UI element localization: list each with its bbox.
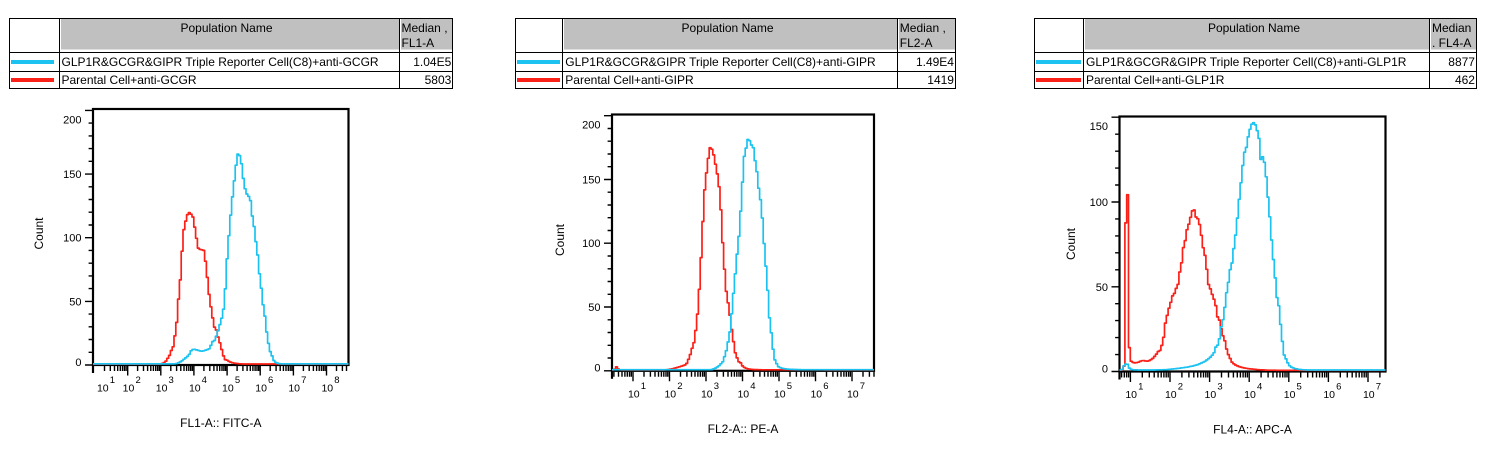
- svg-text:50: 50: [588, 302, 600, 314]
- svg-text:0: 0: [594, 363, 600, 375]
- svg-text:10: 10: [628, 388, 640, 400]
- svg-text:1: 1: [641, 381, 646, 392]
- svg-text:100: 100: [63, 233, 81, 245]
- svg-text:10: 10: [255, 383, 267, 395]
- svg-text:10: 10: [737, 388, 749, 400]
- svg-text:1: 1: [1138, 382, 1143, 393]
- svg-text:10: 10: [701, 388, 713, 400]
- svg-text:0: 0: [1102, 363, 1108, 375]
- svg-text:Count: Count: [1064, 227, 1078, 260]
- svg-text:4: 4: [1257, 382, 1262, 393]
- svg-text:6: 6: [1336, 382, 1341, 393]
- svg-text:10: 10: [1165, 389, 1177, 401]
- svg-text:10: 10: [321, 383, 333, 395]
- svg-text:2: 2: [1178, 382, 1183, 393]
- svg-text:8: 8: [334, 375, 339, 386]
- svg-text:Count: Count: [553, 223, 567, 256]
- svg-text:100: 100: [582, 238, 600, 250]
- svg-text:10: 10: [1363, 389, 1375, 401]
- svg-text:10: 10: [1205, 389, 1217, 401]
- svg-text:FL4-A:: APC-A: FL4-A:: APC-A: [1213, 423, 1292, 437]
- svg-text:10: 10: [847, 388, 859, 400]
- svg-text:7: 7: [1376, 382, 1381, 393]
- svg-text:50: 50: [1096, 282, 1108, 294]
- svg-text:6: 6: [823, 381, 828, 392]
- svg-text:10: 10: [1125, 389, 1137, 401]
- svg-text:10: 10: [189, 383, 201, 395]
- svg-text:4: 4: [750, 381, 755, 392]
- svg-text:FL1-A:: FITC-A: FL1-A:: FITC-A: [180, 416, 261, 430]
- svg-text:2: 2: [677, 381, 682, 392]
- svg-text:150: 150: [63, 169, 81, 181]
- svg-text:5: 5: [1297, 382, 1302, 393]
- svg-text:150: 150: [582, 175, 600, 187]
- svg-text:50: 50: [69, 296, 81, 308]
- svg-text:6: 6: [268, 375, 273, 386]
- svg-text:10: 10: [664, 388, 676, 400]
- svg-text:200: 200: [582, 120, 600, 132]
- svg-text:FL2-A:: PE-A: FL2-A:: PE-A: [708, 422, 779, 436]
- svg-text:4: 4: [202, 375, 207, 386]
- svg-text:7: 7: [301, 375, 306, 386]
- svg-text:7: 7: [860, 381, 865, 392]
- svg-text:10: 10: [1244, 389, 1256, 401]
- svg-text:10: 10: [1323, 389, 1335, 401]
- svg-text:10: 10: [774, 388, 786, 400]
- svg-text:3: 3: [1217, 382, 1222, 393]
- svg-text:0: 0: [75, 357, 81, 369]
- svg-text:1: 1: [110, 375, 115, 386]
- svg-text:3: 3: [169, 375, 174, 386]
- svg-text:10: 10: [222, 383, 234, 395]
- svg-text:200: 200: [63, 114, 81, 126]
- svg-text:100: 100: [1090, 197, 1108, 209]
- svg-text:10: 10: [123, 383, 135, 395]
- svg-text:150: 150: [1090, 121, 1108, 133]
- svg-text:10: 10: [1284, 389, 1296, 401]
- svg-text:10: 10: [156, 383, 168, 395]
- svg-text:2: 2: [135, 375, 140, 386]
- svg-text:10: 10: [810, 388, 822, 400]
- svg-text:5: 5: [235, 375, 240, 386]
- svg-text:5: 5: [787, 381, 792, 392]
- svg-text:3: 3: [714, 381, 719, 392]
- svg-text:10: 10: [97, 383, 109, 395]
- svg-text:Count: Count: [32, 217, 46, 250]
- svg-text:10: 10: [288, 383, 300, 395]
